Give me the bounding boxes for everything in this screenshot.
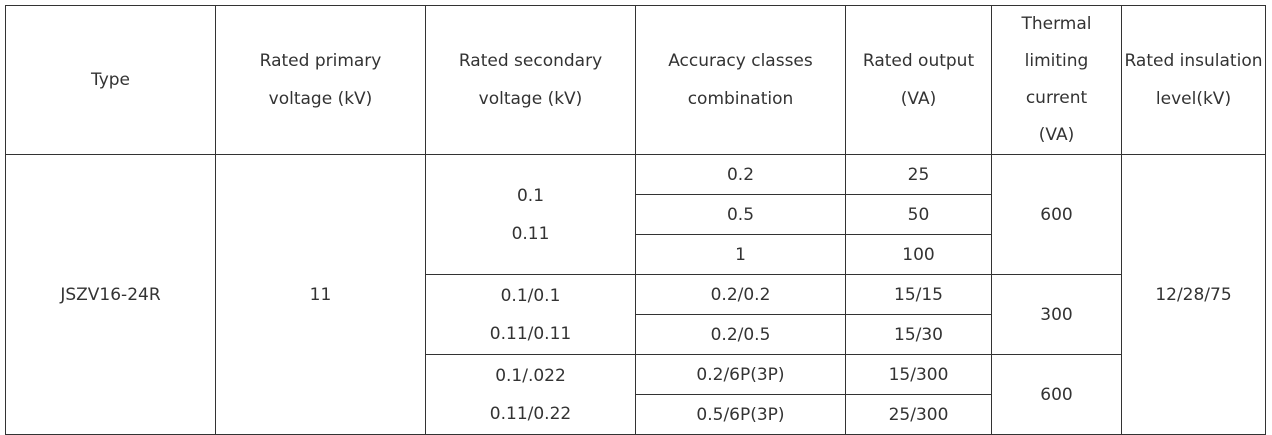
header-thermal-line1: Thermal [1021, 14, 1092, 34]
secondary-value: 0.11 [511, 223, 550, 244]
header-type: Type [5, 5, 216, 155]
header-rated-secondary-voltage: Rated secondary voltage (kV) [425, 5, 636, 155]
header-accuracy-classes: Accuracy classes combination [635, 5, 846, 155]
header-output-line2: (VA) [900, 89, 937, 109]
secondary-value: 0.1/.022 [495, 365, 566, 386]
secondary-value: 0.1/0.1 [500, 285, 561, 306]
header-insulation-line1: Rated insulation [1124, 51, 1263, 71]
header-primary-line1: Rated primary [259, 51, 382, 71]
table-row: 0.2/0.5 15/30 [6, 314, 1266, 355]
output-cell: 25/300 [845, 394, 992, 435]
secondary-voltage-cell: 0.1/.022 0.11/0.22 [425, 354, 636, 435]
secondary-voltage-cell: 0.1/0.1 0.11/0.11 [425, 274, 636, 355]
accuracy-cell: 0.5 [635, 194, 846, 235]
insulation-level-cell: 12/28/75 [1121, 154, 1266, 435]
accuracy-cell: 0.2 [635, 154, 846, 195]
thermal-cell: 600 [991, 354, 1122, 435]
secondary-voltage-cell: 0.1 0.11 [425, 154, 636, 275]
accuracy-cell: 0.2/0.5 [635, 314, 846, 355]
output-cell: 15/15 [845, 274, 992, 315]
accuracy-cell: 0.2/0.2 [635, 274, 846, 315]
header-accuracy-line1: Accuracy classes [668, 51, 813, 71]
spec-table: Type Rated primary voltage (kV) Rated se… [5, 5, 1266, 435]
thermal-cell: 300 [991, 274, 1122, 355]
header-type-label: Type [90, 70, 131, 90]
output-cell: 50 [845, 194, 992, 235]
header-thermal-line3: (VA) [1038, 125, 1075, 145]
header-accuracy-line2: combination [687, 89, 794, 109]
header-secondary-line2: voltage (kV) [478, 89, 583, 109]
type-cell: JSZV16-24R [5, 154, 216, 435]
table-row: JSZV16-24R 11 0.1 0.11 0.2 25 600 12/28/… [5, 154, 1266, 435]
table-row: 0.5 50 [6, 194, 1266, 235]
header-secondary-line1: Rated secondary [458, 51, 603, 71]
header-insulation-line2: level(kV) [1155, 89, 1232, 109]
thermal-cell: 600 [991, 154, 1122, 275]
header-output-line1: Rated output [862, 51, 975, 71]
secondary-value: 0.11/0.11 [489, 323, 572, 344]
accuracy-cell: 0.5/6P(3P) [635, 394, 846, 435]
accuracy-cell: 1 [635, 234, 846, 275]
header-thermal-limiting-current: Thermal limiting current (VA) [991, 5, 1122, 155]
header-rated-primary-voltage: Rated primary voltage (kV) [215, 5, 426, 155]
output-cell: 15/30 [845, 314, 992, 355]
secondary-value: 0.11/0.22 [489, 403, 572, 424]
secondary-value: 0.1 [516, 185, 545, 206]
output-cell: 25 [845, 154, 992, 195]
output-cell: 100 [845, 234, 992, 275]
header-row: Type Rated primary voltage (kV) Rated se… [5, 5, 1266, 155]
output-cell: 15/300 [845, 354, 992, 395]
header-rated-insulation-level: Rated insulation level(kV) [1121, 5, 1266, 155]
table-row: 0.1/0.1 0.11/0.11 0.2/0.2 15/15 300 [6, 274, 1266, 355]
header-primary-line2: voltage (kV) [268, 89, 373, 109]
header-thermal-line2: limiting current [1024, 51, 1089, 108]
accuracy-cell: 0.2/6P(3P) [635, 354, 846, 395]
primary-voltage-cell: 11 [215, 154, 426, 435]
header-rated-output: Rated output (VA) [845, 5, 992, 155]
